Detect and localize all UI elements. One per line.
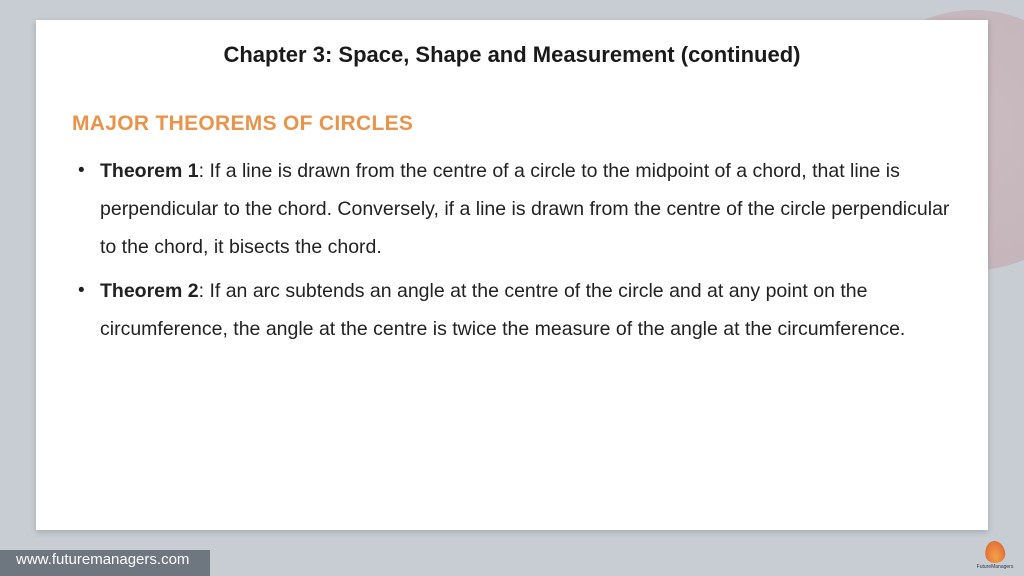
footer-url: www.futuremanagers.com — [10, 549, 195, 570]
slide-footer: www.futuremanagers.com FutureManagers — [0, 544, 1024, 576]
list-item: Theorem 2: If an arc subtends an angle a… — [72, 272, 952, 348]
brand-logo: FutureManagers — [980, 540, 1010, 570]
slide-stage: Chapter 3: Space, Shape and Measurement … — [0, 0, 1024, 576]
brand-logo-text: FutureManagers — [977, 564, 1014, 570]
theorem-label: Theorem 1 — [100, 160, 199, 182]
theorem-list: Theorem 1: If a line is drawn from the c… — [72, 152, 952, 348]
theorem-text: : If an arc subtends an angle at the cen… — [100, 280, 905, 340]
content-card: Chapter 3: Space, Shape and Measurement … — [36, 20, 988, 530]
theorem-label: Theorem 2 — [100, 280, 199, 302]
list-item: Theorem 1: If a line is drawn from the c… — [72, 152, 952, 266]
theorem-text: : If a line is drawn from the centre of … — [100, 160, 949, 258]
section-heading: MAJOR THEOREMS OF CIRCLES — [72, 112, 952, 136]
flame-icon — [984, 540, 1007, 565]
chapter-title: Chapter 3: Space, Shape and Measurement … — [72, 42, 952, 68]
